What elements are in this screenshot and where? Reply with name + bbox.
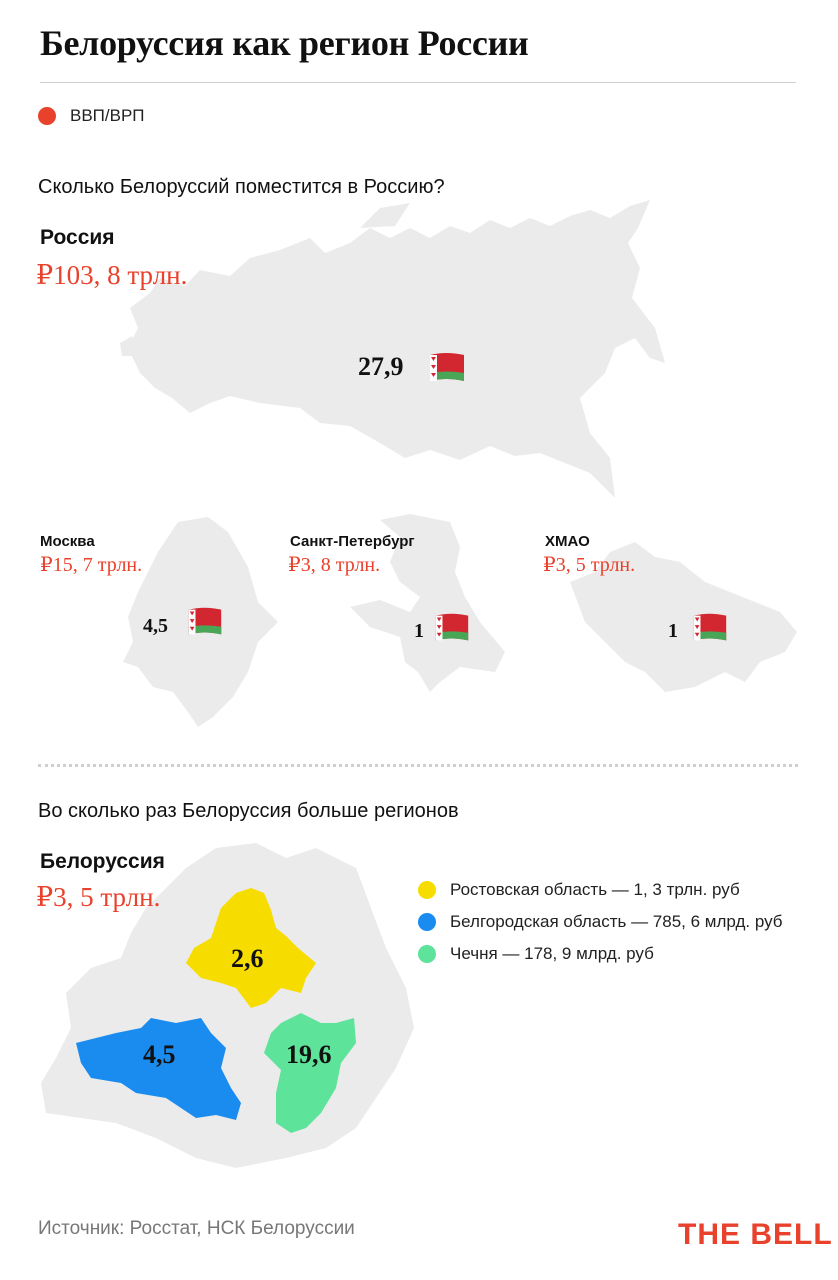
legend-item-belgorod: Белгородская область — 785, 6 млрд. руб	[418, 906, 783, 938]
source-note: Источник: Росстат, НСК Белоруссии	[38, 1218, 355, 1239]
belarus-flag-icon	[430, 353, 464, 381]
russia-count: 27,9	[358, 352, 404, 381]
legend-gdp: ВВП/ВРП	[38, 106, 145, 126]
russia-label: Россия	[40, 226, 115, 249]
regions-legend: Ростовская область — 1, 3 трлн. руб Белг…	[418, 874, 783, 970]
rostov-count: 2,6	[231, 944, 264, 973]
legend-dot-icon	[38, 107, 56, 125]
hmao-count: 1	[668, 620, 678, 642]
legend-item-chechnya: Чечня — 178, 9 млрд. руб	[418, 938, 783, 970]
title-divider	[40, 82, 796, 83]
page-title: Белоруссия как регион России	[40, 23, 529, 63]
spb-map	[350, 514, 505, 692]
legend-dot-icon	[418, 945, 436, 963]
legend-dot-icon	[418, 913, 436, 931]
moscow-label: Москва	[40, 533, 95, 550]
belarus-gdp: ₽3, 5 трлн.	[36, 882, 161, 912]
belarus-map	[41, 843, 414, 1168]
hmao-gdp: ₽3, 5 трлн.	[543, 554, 636, 576]
russia-gdp: ₽103, 8 трлн.	[36, 260, 188, 290]
belarus-flag-icon	[188, 607, 222, 635]
hmao-label: ХМАО	[545, 533, 590, 550]
spb-count: 1	[414, 620, 424, 642]
belarus-flag-icon	[435, 613, 469, 641]
moscow-count: 4,5	[143, 615, 168, 637]
legend-gdp-label: ВВП/ВРП	[70, 106, 145, 125]
legend-dot-icon	[418, 881, 436, 899]
legend-item-label: Ростовская область — 1, 3 трлн. руб	[450, 880, 740, 899]
russia-map	[120, 200, 665, 498]
legend-item-label: Чечня — 178, 9 млрд. руб	[450, 944, 654, 963]
belarus-flag-icon	[693, 613, 727, 641]
legend-item-label: Белгородская область — 785, 6 млрд. руб	[450, 912, 783, 931]
section-heading-russia: Сколько Белоруссий поместится в Россию?	[38, 176, 445, 198]
moscow-gdp: ₽15, 7 трлн.	[40, 554, 143, 576]
spb-label: Санкт-Петербург	[290, 533, 415, 550]
hmao-map	[570, 542, 797, 692]
spb-gdp: ₽3, 8 трлн.	[288, 554, 381, 576]
section-heading-regions: Во сколько раз Белоруссия больше регионо…	[38, 800, 459, 822]
belgorod-count: 4,5	[143, 1040, 176, 1069]
the-bell-logo: THE BELL	[678, 1218, 833, 1251]
belarus-label: Белоруссия	[40, 850, 165, 873]
legend-item-rostov: Ростовская область — 1, 3 трлн. руб	[418, 874, 783, 906]
section-divider	[38, 764, 798, 767]
chechnya-count: 19,6	[286, 1040, 332, 1069]
